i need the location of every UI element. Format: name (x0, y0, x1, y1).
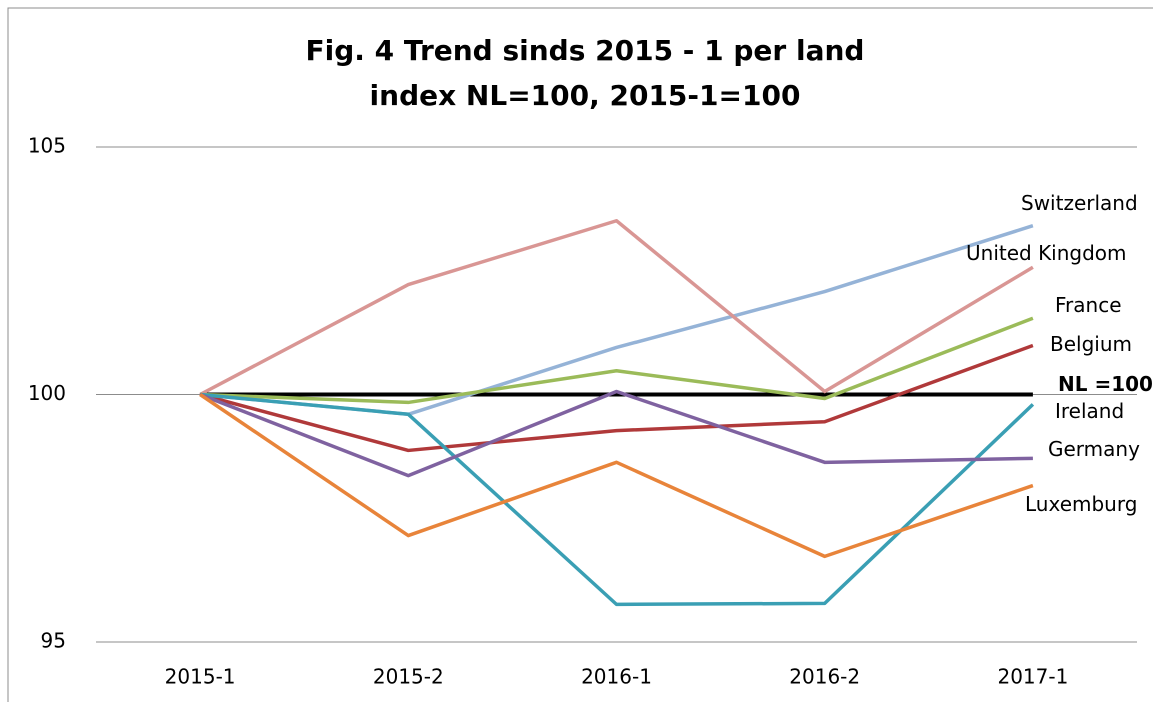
x-tick-label: 2015-1 (165, 665, 236, 689)
x-tick-label: 2016-2 (789, 665, 860, 689)
y-tick-label: 95 (41, 629, 66, 653)
series-line (199, 343, 1034, 453)
x-tick-label: 2017-1 (997, 665, 1068, 689)
series-label: Switzerland (1021, 191, 1138, 215)
y-tick-label: 100 (28, 381, 66, 405)
series-line (199, 224, 1034, 417)
series-line (199, 393, 1034, 559)
x-tick-label: 2016-1 (581, 665, 652, 689)
series-line (199, 392, 1035, 607)
chart-title: Fig. 4 Trend sinds 2015 - 1 per land (306, 34, 865, 67)
chart-border (7, 7, 1153, 702)
series-line (200, 316, 1034, 405)
series-line (199, 389, 1033, 478)
series-label: Germany (1048, 437, 1140, 461)
series-label: Ireland (1055, 399, 1124, 423)
series-label: Luxemburg (1025, 492, 1137, 516)
y-tick-label: 105 (28, 134, 66, 158)
series-line (199, 219, 1034, 397)
series-label: United Kingdom (966, 241, 1127, 265)
series-label: Belgium (1050, 332, 1132, 356)
chart-subtitle: index NL=100, 2015-1=100 (370, 79, 801, 112)
series-label: NL =100 (1058, 372, 1153, 396)
x-tick-label: 2015-2 (373, 665, 444, 689)
series-label: France (1055, 293, 1122, 317)
